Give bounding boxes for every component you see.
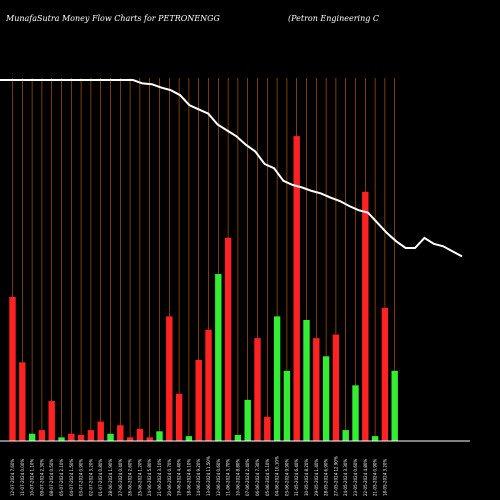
- bar: [136, 428, 144, 441]
- x-tick-label: 24-05-2024 3.30%: [343, 459, 348, 496]
- bar: [362, 191, 369, 441]
- x-tick-label: 25-06-2024 1.20%: [137, 459, 142, 496]
- chart-title: MunafaSutra Money Flow Charts for PETRON…: [5, 14, 221, 23]
- x-tick-label: 19-06-2024 4.40%: [177, 459, 182, 496]
- bar: [48, 401, 55, 441]
- x-tick-label: 08-07-2024 0.50%: [49, 459, 54, 496]
- x-tick-label: 28-05-2024 6.90%: [324, 459, 329, 496]
- x-tick-label: 03-06-2024 9.90%: [284, 459, 289, 496]
- x-tick-label: 05-06-2024 5.10%: [265, 459, 270, 496]
- x-tick-label: 23-05-2024 0.60%: [353, 459, 358, 496]
- x-tick-label: 09-07-2024 2.30%: [39, 459, 44, 496]
- bar: [28, 433, 36, 441]
- bar: [146, 437, 153, 441]
- bar: [58, 437, 65, 441]
- bar: [107, 433, 114, 441]
- x-tick-label: 11-07-2024 0.00%: [20, 459, 25, 496]
- x-tick-label: 04-06-2024 10.10%: [275, 456, 280, 496]
- bar: [283, 370, 291, 441]
- bar: [87, 430, 95, 441]
- bar: [205, 329, 212, 441]
- bar: [381, 307, 389, 441]
- bar: [117, 425, 124, 441]
- bar: [234, 434, 242, 441]
- x-tick-label: 21-06-2024 3.10%: [157, 459, 162, 496]
- bar: [224, 237, 232, 441]
- x-tick-label: 30-05-2024 8.20%: [304, 459, 309, 496]
- bar: [303, 320, 310, 441]
- bar: [185, 436, 193, 441]
- bar: [166, 316, 173, 441]
- bar: [273, 316, 281, 441]
- bar: [254, 338, 261, 441]
- x-tick-label: 18-05-2024 3.20%: [382, 459, 387, 496]
- bar: [391, 370, 398, 441]
- x-tick-label: 27-05-2024 12.90%: [333, 456, 338, 496]
- price-line: [0, 79, 463, 258]
- x-tick-label: 14-06-2024 9.20%: [196, 459, 201, 496]
- bar: [126, 437, 134, 441]
- x-tick-label: 28-06-2024 1.90%: [108, 459, 113, 496]
- bar: [38, 430, 46, 441]
- bar: [68, 433, 75, 441]
- x-tick-label: 20-06-2024 0.70%: [167, 459, 172, 496]
- x-tick-label: 22-05-2024 4.80%: [363, 459, 368, 496]
- x-tick-label: 06-06-2024 7.30%: [255, 459, 260, 496]
- x-tick-label: 03-07-2024 0.90%: [79, 459, 84, 496]
- bar: [332, 334, 340, 441]
- x-tick-label: 29-05-2024 1.40%: [314, 459, 319, 496]
- bar: [371, 436, 379, 441]
- bar: [175, 393, 183, 441]
- x-tick-label: 12-07-2024 7.60%: [10, 459, 15, 496]
- chart-subtitle: (Petron Engineering C: [288, 14, 379, 23]
- x-tick-label: 31-05-2024 6.40%: [294, 459, 299, 496]
- x-tick-label: 11-06-2024 3.70%: [226, 459, 231, 496]
- bar: [9, 297, 16, 441]
- x-tick-label: 10-06-2024 8.80%: [235, 459, 240, 496]
- bar: [293, 136, 300, 441]
- bar: [313, 338, 320, 441]
- x-tick-label: 01-07-2024 0.80%: [98, 459, 103, 496]
- bar: [342, 430, 349, 441]
- x-tick-label: 18-06-2024 6.10%: [186, 459, 191, 496]
- x-tick-label: 26-06-2024 2.60%: [128, 459, 133, 496]
- bar: [215, 274, 222, 441]
- x-tick-label: 02-07-2024 3.20%: [88, 459, 93, 496]
- bar: [322, 356, 330, 441]
- x-tick-label: 04-07-2024 1.50%: [69, 459, 74, 496]
- x-tick-label: 13-06-2024 11.50%: [206, 456, 211, 496]
- bars: [9, 136, 398, 441]
- x-tick-labels: 12-07-2024 7.60% 11-07-2024 0.00% 10-07-20…: [10, 456, 387, 496]
- x-tick-label: 21-05-2024 0.90%: [373, 459, 378, 496]
- x-tick-label: 05-07-2024 2.10%: [59, 459, 64, 496]
- x-tick-label: 07-06-2024 2.40%: [245, 459, 250, 496]
- x-tick-label: 27-06-2024 0.40%: [118, 459, 123, 496]
- bar: [244, 399, 251, 441]
- bar: [195, 359, 202, 441]
- x-tick-label: 12-06-2024 0.60%: [216, 459, 221, 496]
- x-tick-label: 24-06-2024 5.80%: [147, 459, 152, 496]
- x-tick-label: 10-07-2024 1.10%: [30, 459, 35, 496]
- bar: [352, 385, 359, 441]
- bar: [77, 434, 85, 441]
- bar: [19, 362, 26, 441]
- bar: [97, 421, 104, 441]
- bar: [264, 416, 271, 441]
- bar: [156, 431, 163, 441]
